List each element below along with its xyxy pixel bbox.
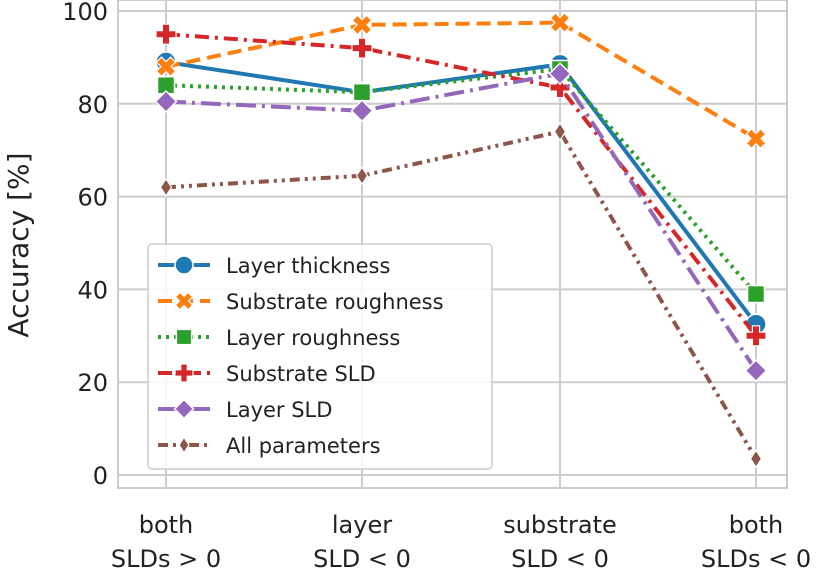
- point-marker-shape: [174, 291, 194, 311]
- series-substrate-sld: [155, 23, 767, 347]
- y-tick-label: 40: [77, 276, 108, 304]
- point-marker: [749, 449, 763, 469]
- x-tick-label: SLDs < 0: [701, 545, 811, 569]
- y-tick-label: 80: [77, 91, 108, 119]
- point-marker: [351, 37, 373, 59]
- plot-frame: [117, 0, 788, 489]
- point-marker: [549, 12, 571, 34]
- point-marker-shape: [549, 12, 571, 34]
- point-marker: [745, 128, 767, 150]
- legend-entry: Layer roughness: [158, 326, 400, 350]
- y-tick-label: 100: [62, 0, 108, 26]
- y-axis-label: Accuracy [%]: [2, 152, 35, 337]
- legend-label: Layer roughness: [226, 326, 400, 350]
- point-marker-shape: [745, 128, 767, 150]
- y-tick-label: 20: [77, 369, 108, 397]
- point-marker: [350, 99, 374, 123]
- point-marker: [351, 14, 373, 36]
- series-line: [165, 129, 758, 460]
- point-marker: [174, 363, 194, 383]
- legend-label: All parameters: [226, 434, 381, 458]
- legend-label: Layer SLD: [226, 398, 332, 422]
- x-tick-label: layer: [332, 511, 392, 539]
- point-marker: [352, 82, 372, 102]
- point-marker: [746, 284, 766, 304]
- x-tick-labels: both SLDs > 0 layer SLD < 0 substrate SLD < 0…: [111, 511, 811, 569]
- y-tick-labels: 0 20 40 60 80 100: [62, 0, 108, 490]
- x-tick-label: substrate: [503, 511, 617, 539]
- point-marker: [175, 328, 193, 346]
- legend-entry: All parameters: [158, 434, 381, 458]
- point-marker: [155, 23, 177, 45]
- series-all-parameters: [159, 122, 763, 469]
- point-marker: [549, 76, 571, 99]
- legend-label: Layer thickness: [226, 254, 390, 278]
- point-marker: [178, 436, 190, 454]
- series-line: [165, 60, 758, 326]
- x-tick-label: SLD < 0: [511, 545, 609, 569]
- point-marker: [548, 62, 572, 86]
- series-substrate-roughness: [155, 12, 767, 150]
- legend: Layer thickness Substrate roughness Layer …: [147, 243, 493, 470]
- legend-entry: Layer SLD: [158, 398, 332, 422]
- point-marker: [173, 398, 195, 420]
- series-layer-sld: [154, 62, 768, 383]
- y-tick-label: 0: [93, 462, 108, 490]
- point-marker: [355, 166, 369, 186]
- series-line: [165, 20, 758, 141]
- legend-box: [147, 243, 493, 470]
- series-line: [165, 71, 758, 372]
- legend-label: Substrate roughness: [226, 290, 444, 314]
- point-marker: [744, 359, 768, 383]
- x-tick-label: SLDs > 0: [111, 545, 221, 569]
- point-marker-shape: [351, 14, 373, 36]
- x-tick-label: SLD < 0: [313, 545, 411, 569]
- series-line: [165, 67, 758, 296]
- point-marker: [174, 291, 194, 311]
- series: [154, 12, 768, 469]
- legend-label: Substrate SLD: [226, 362, 376, 386]
- series-line: [165, 32, 758, 338]
- point-marker: [159, 177, 173, 197]
- legend-entry: Substrate SLD: [158, 362, 376, 386]
- point-marker: [745, 325, 767, 347]
- legend-entry: Substrate roughness: [158, 290, 444, 314]
- point-marker: [553, 122, 567, 142]
- y-tick-label: 60: [77, 184, 108, 212]
- legend-entry: Layer thickness: [158, 254, 390, 278]
- x-tick-label: both: [139, 511, 194, 539]
- x-tick-label: both: [729, 511, 784, 539]
- point-marker: [154, 89, 178, 114]
- point-marker: [174, 255, 194, 275]
